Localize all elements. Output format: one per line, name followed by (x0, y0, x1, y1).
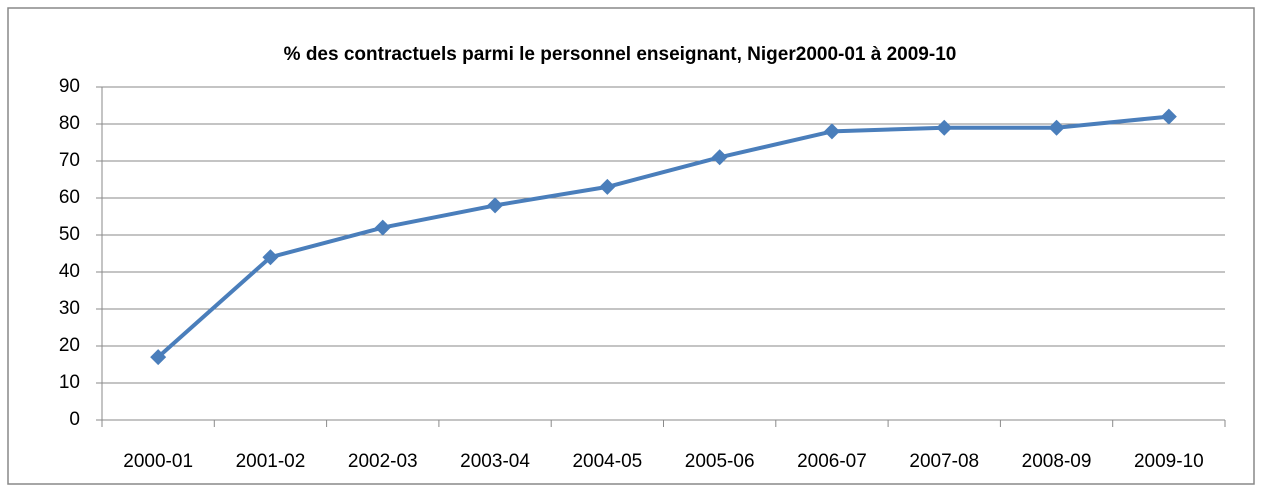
data-marker (1160, 108, 1177, 125)
y-tick-label: 10 (59, 372, 80, 393)
x-tick-label: 2002-03 (348, 451, 418, 472)
chart-title: % des contractuels parmi le personnel en… (284, 44, 957, 65)
x-tick-label: 2005-06 (685, 451, 755, 472)
data-marker (823, 123, 840, 140)
y-tick-label: 60 (59, 187, 80, 208)
data-marker (487, 197, 504, 214)
data-marker (936, 119, 953, 136)
x-tick-label: 2000-01 (123, 451, 193, 472)
y-tick-label: 70 (59, 150, 80, 171)
data-line (156, 114, 1170, 359)
x-tick-label: 2001-02 (236, 451, 306, 472)
data-marker (599, 178, 616, 195)
y-tick-label: 40 (59, 261, 80, 282)
data-marker (262, 249, 279, 266)
chart-frame (7, 7, 1255, 485)
data-marker (1048, 119, 1065, 136)
x-tick-label: 2003-04 (460, 451, 530, 472)
y-tick-label: 20 (59, 335, 80, 356)
y-tick-label: 30 (59, 298, 80, 319)
data-marker (150, 349, 167, 366)
x-tick-label: 2006-07 (797, 451, 867, 472)
x-tick-label: 2004-05 (572, 451, 642, 472)
x-tick-label: 2007-08 (909, 451, 979, 472)
y-tick-label: 0 (69, 409, 80, 430)
y-tick-label: 80 (59, 113, 80, 134)
data-marker (374, 219, 391, 236)
x-tick-label: 2008-09 (1022, 451, 1092, 472)
data-marker (711, 149, 728, 166)
y-tick-label: 50 (59, 224, 80, 245)
x-tick-label: 2009-10 (1134, 451, 1204, 472)
y-tick-label: 90 (59, 76, 80, 97)
